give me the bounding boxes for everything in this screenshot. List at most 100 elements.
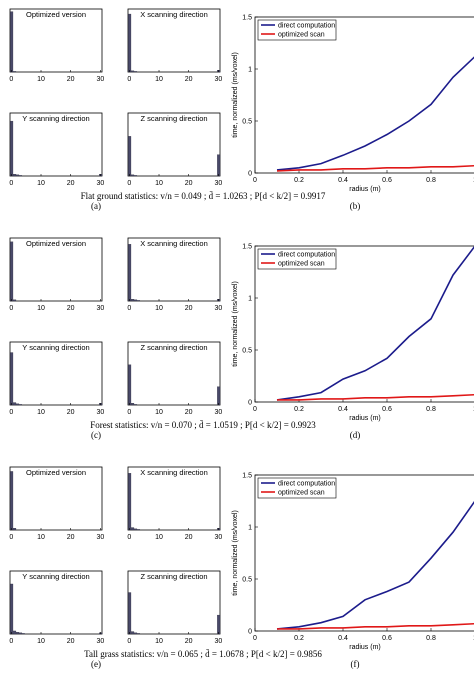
- legend-label: direct computation: [278, 23, 335, 30]
- legend-label: direct computation: [278, 481, 335, 488]
- histogram-panel: Z scanning direction 0 10 20 30: [127, 570, 222, 645]
- histogram-bar: [134, 528, 138, 531]
- plot-frame: [127, 570, 221, 635]
- y-axis-label: time, normalized (ms/voxel): [232, 281, 239, 367]
- y-tick-label: 0.5: [242, 119, 252, 126]
- x-tick-label: 0.4: [338, 635, 348, 642]
- legend-label: optimized scan: [278, 261, 325, 268]
- x-tick-label: 20: [67, 180, 75, 187]
- histogram-bar: [19, 404, 23, 406]
- histogram-bar: [99, 174, 103, 177]
- series-line-0: [276, 245, 474, 401]
- legend-label: optimized scan: [278, 32, 325, 39]
- histogram-bar: [137, 633, 141, 635]
- x-tick-label: 0: [9, 534, 13, 541]
- plot-frame: [9, 466, 103, 531]
- histogram-title: Optimized version: [26, 10, 86, 19]
- histogram-panel: Optimized version 0 10 20 30: [9, 237, 104, 312]
- x-axis-label: radius (m): [349, 415, 381, 422]
- x-tick-label: 20: [185, 534, 193, 541]
- y-tick-label: 0.5: [242, 348, 252, 355]
- x-tick-label: 20: [185, 409, 193, 416]
- histogram-bar: [217, 70, 221, 73]
- histogram-panel: Y scanning direction 0 10 20 30: [9, 341, 104, 416]
- histogram-bar: [128, 364, 132, 406]
- series-line-1: [276, 164, 474, 172]
- histogram-bar: [10, 583, 14, 635]
- subfigure-label: (c): [91, 430, 101, 440]
- y-tick-label: 0: [248, 400, 252, 407]
- plot-frame: [9, 8, 103, 73]
- series-line-0: [276, 56, 474, 171]
- y-tick-label: 0: [248, 171, 252, 178]
- x-tick-label: 20: [67, 305, 75, 312]
- x-tick-label: 30: [214, 305, 222, 312]
- histogram-bar: [137, 300, 141, 302]
- x-tick-label: 0: [127, 409, 131, 416]
- x-tick-label: 10: [155, 180, 163, 187]
- y-tick-label: 0: [248, 629, 252, 636]
- histogram-bar: [19, 175, 23, 177]
- x-tick-label: 0: [127, 638, 131, 645]
- caption-statistics: Flat ground statistics: v/n = 0.049 ; d̄…: [81, 191, 326, 201]
- subfigure-label: (a): [91, 201, 101, 211]
- x-tick-label: 20: [185, 76, 193, 83]
- x-tick-label: 0.6: [382, 177, 392, 184]
- histogram-panel: X scanning direction 0 10 20 30: [127, 8, 222, 83]
- y-tick-label: 1.5: [242, 244, 252, 251]
- histogram-bar: [134, 175, 138, 177]
- plot-frame: [254, 245, 474, 403]
- y-axis-label: time, normalized (ms/voxel): [232, 510, 239, 596]
- histogram-panel: X scanning direction 0 10 20 30: [127, 466, 222, 541]
- histogram-bar: [131, 70, 135, 73]
- histogram-bar: [10, 352, 14, 406]
- x-tick-label: 10: [37, 180, 45, 187]
- x-tick-label: 30: [214, 638, 222, 645]
- histogram-bar: [137, 529, 141, 531]
- histogram-title: Y scanning direction: [22, 114, 89, 123]
- subfigure-label: (f): [351, 659, 360, 669]
- x-tick-label: 30: [214, 409, 222, 416]
- histogram-bar: [13, 402, 17, 406]
- histogram-bar: [10, 120, 14, 177]
- x-tick-label: 0.4: [338, 406, 348, 413]
- plot-frame: [127, 112, 221, 177]
- plot-frame: [127, 466, 221, 531]
- histogram-bar: [128, 592, 132, 635]
- y-tick-label: 1: [248, 525, 252, 532]
- x-tick-label: 10: [37, 409, 45, 416]
- histogram-bar: [22, 633, 25, 635]
- plot-frame: [127, 237, 221, 302]
- histogram-bar: [16, 403, 20, 406]
- series-line-0: [276, 501, 474, 630]
- plot-frame: [254, 474, 474, 632]
- histogram-bar: [217, 614, 221, 635]
- histogram-title: Z scanning direction: [140, 114, 207, 123]
- histogram-title: Z scanning direction: [140, 343, 207, 352]
- series-line-1: [277, 393, 474, 401]
- x-tick-label: 0: [9, 305, 13, 312]
- histogram-panel: Optimized version 0 10 20 30: [9, 8, 104, 83]
- histogram-bar: [131, 174, 135, 177]
- x-tick-label: 10: [37, 534, 45, 541]
- plot-frame: [9, 570, 103, 635]
- x-tick-label: 20: [67, 534, 75, 541]
- histogram-bar: [128, 244, 132, 302]
- x-tick-label: 0: [127, 534, 131, 541]
- x-tick-label: 30: [96, 638, 104, 645]
- x-tick-label: 0: [253, 406, 257, 413]
- histogram-panel: Z scanning direction 0 10 20 30: [127, 112, 222, 187]
- histogram-bar: [217, 154, 221, 177]
- x-tick-label: 30: [96, 409, 104, 416]
- legend: direct computation optimized scan: [257, 248, 337, 270]
- x-tick-label: 30: [96, 305, 104, 312]
- x-tick-label: 30: [214, 76, 222, 83]
- legend-box: [257, 19, 337, 41]
- x-tick-label: 0.6: [382, 406, 392, 413]
- x-tick-label: 0: [9, 180, 13, 187]
- histogram-title: Optimized version: [26, 239, 86, 248]
- plot-frame: [127, 341, 221, 406]
- x-tick-label: 0: [127, 180, 131, 187]
